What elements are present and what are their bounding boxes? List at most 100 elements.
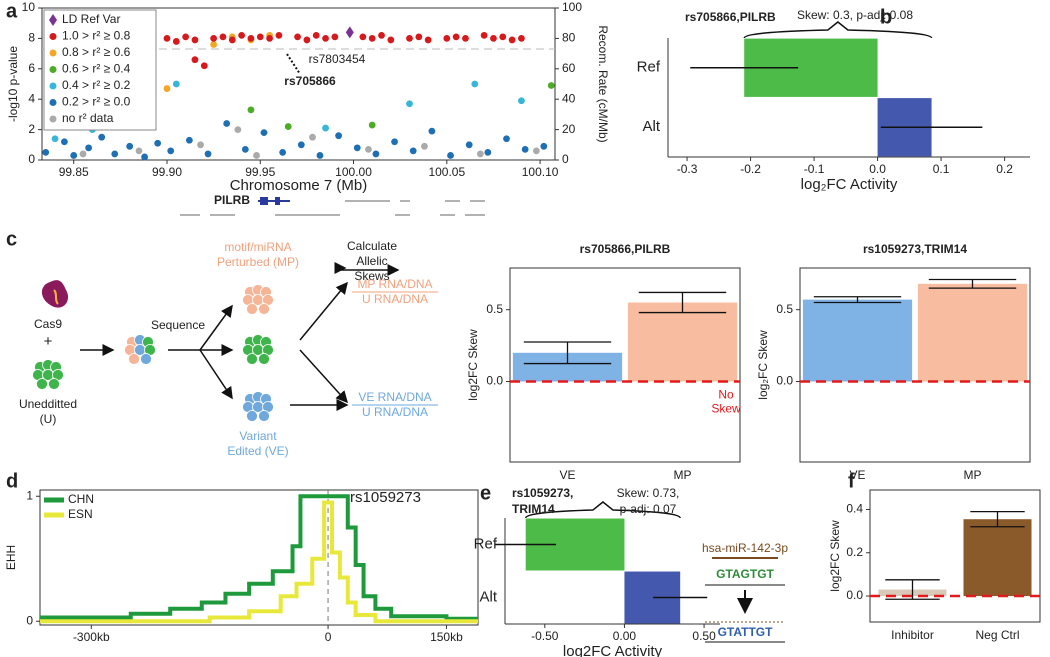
tick-label: 0.00	[613, 629, 637, 643]
legend-swatch	[49, 14, 57, 26]
axis-label: EHH	[4, 545, 18, 570]
chart-title: rs1059273,	[512, 486, 573, 500]
point	[532, 147, 540, 155]
legend-label: ESN	[68, 507, 93, 521]
tick-label: 1	[26, 488, 33, 502]
tick-label: -0.50	[531, 629, 559, 643]
tick-label: 100.05	[428, 165, 465, 179]
category-label: Neg Ctrl	[975, 628, 1019, 642]
point	[508, 36, 516, 44]
point	[443, 35, 451, 42]
point	[200, 62, 208, 70]
point	[462, 35, 469, 42]
chart-title: rs1059273,TRIM14	[863, 242, 967, 256]
point	[372, 150, 380, 158]
plus-label: +	[44, 333, 53, 350]
point	[353, 144, 361, 152]
point	[172, 38, 180, 45]
plot-frame	[869, 489, 1041, 623]
cell	[246, 353, 258, 365]
point	[85, 144, 93, 152]
error-bar	[885, 579, 940, 600]
point	[447, 152, 454, 159]
axis-label: Recom. Rate (cM/Mb)	[596, 25, 610, 142]
bar	[963, 519, 1032, 597]
category-label: Alt	[479, 588, 497, 605]
category-label: Ref	[637, 59, 661, 76]
category-label: Inhibitor	[891, 628, 934, 642]
tick-label: 0.5	[776, 302, 793, 316]
point	[197, 141, 204, 149]
brace	[524, 501, 681, 519]
cas9-label: Cas9	[34, 317, 62, 331]
cell	[258, 410, 270, 422]
tick-label: 40	[562, 91, 576, 105]
tick-label: -0.2	[740, 162, 761, 176]
point	[294, 33, 301, 41]
axis-label: log₂FC Skew	[756, 330, 770, 400]
category-label: VE	[559, 468, 575, 482]
point	[154, 139, 162, 147]
legend-swatch	[49, 82, 57, 90]
point	[284, 123, 292, 130]
tick-label: 0.0	[776, 374, 793, 388]
axis-label: Chromosome 7 (Mb)	[230, 177, 368, 194]
point	[141, 153, 149, 161]
legend-label: LD Ref Var	[62, 12, 120, 26]
annotation: p-adj: 0.07	[620, 502, 677, 516]
legend-label: 0.8 > r² ≥ 0.6	[62, 45, 131, 59]
point	[70, 152, 78, 159]
panel-label: f	[848, 470, 855, 492]
point	[518, 97, 525, 105]
tick-label: 4	[28, 91, 35, 105]
annotation: Skew: 0.73,	[617, 486, 680, 500]
tick-label: 0	[26, 613, 33, 627]
point	[182, 33, 190, 41]
legend-swatch	[49, 99, 57, 106]
point	[167, 147, 175, 155]
point	[247, 35, 255, 42]
tick-label: 0.5	[486, 302, 503, 316]
axis-label: log2FC Skew	[466, 329, 480, 401]
ref-seq: GTAGTGT	[716, 567, 774, 581]
gene-track	[180, 197, 485, 216]
panel-label: c	[6, 228, 17, 250]
category-label: MP	[964, 468, 982, 482]
ve-label: Variant	[239, 429, 277, 443]
point	[79, 150, 87, 158]
panel-label: b	[880, 6, 892, 28]
point	[490, 35, 497, 42]
axis-label: log2FC Skew	[828, 520, 842, 592]
tick-label: 150kb	[430, 630, 463, 644]
axis-label: log2FC Activity	[563, 643, 663, 657]
point	[387, 36, 395, 44]
ve-ratio: VE RNA/DNA	[358, 390, 431, 404]
point	[297, 141, 305, 149]
ve-ratio: U RNA/DNA	[362, 405, 428, 419]
legend-label: no r² data	[62, 111, 114, 125]
tick-label: 10	[22, 0, 36, 14]
tick-label: 0.2	[846, 545, 863, 559]
unedited-label: (U)	[40, 412, 57, 426]
point	[368, 121, 376, 129]
panel-label: e	[480, 482, 491, 504]
legend-label: 0.4 > r² ≥ 0.2	[62, 78, 131, 92]
point	[465, 141, 473, 149]
unedited-label: Unedditted	[19, 397, 77, 411]
point	[540, 142, 548, 150]
gene-label: PILRB	[214, 193, 250, 207]
point	[335, 132, 343, 140]
point	[368, 35, 376, 42]
legend-swatch	[49, 49, 57, 57]
point	[241, 145, 249, 153]
plot-frame	[39, 489, 479, 626]
cell	[258, 303, 270, 315]
tick-label: 0.0	[486, 374, 503, 388]
tick-label: 0	[28, 152, 35, 166]
point	[476, 150, 484, 158]
cell	[258, 353, 270, 365]
plot-frame	[509, 267, 741, 463]
mp-ratio: U RNA/DNA	[362, 292, 428, 306]
mp-label: Perturbed (MP)	[217, 255, 299, 269]
